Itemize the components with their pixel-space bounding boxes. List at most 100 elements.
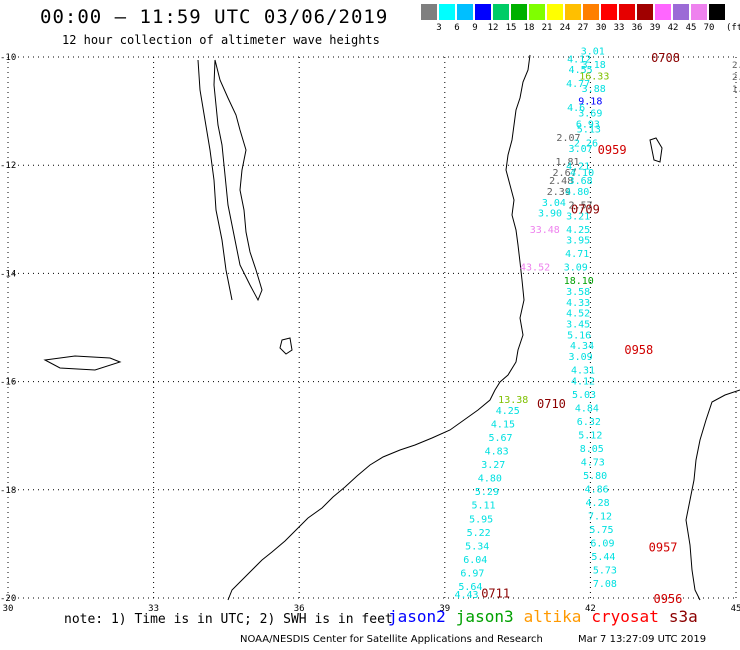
mozambique-coast — [227, 54, 531, 601]
legend-level-label: 70 — [703, 23, 715, 33]
legend-swatch — [583, 4, 599, 20]
swh-reading: 4.33 — [566, 298, 590, 309]
lake-malawi — [213, 59, 263, 302]
longitude-tick-label: 36 — [294, 604, 305, 614]
swh-reading: 3.07 — [569, 144, 593, 155]
swh-reading: 6.97 — [460, 568, 484, 579]
longitude-tick-label: 39 — [439, 604, 450, 614]
generated-timestamp: Mar 7 13:27:09 UTC 2019 — [578, 634, 707, 645]
legend-swatch — [709, 4, 725, 20]
latitude-tick-label: -18 — [0, 486, 16, 496]
swh-reading: 5.80 — [583, 471, 607, 482]
credit-line: NOAA/NESDIS Center for Satellite Applica… — [240, 634, 543, 645]
legend-swatch — [421, 4, 437, 20]
swh-reading: 8.05 — [580, 444, 604, 455]
longitude-tick-label: 45 — [731, 604, 740, 614]
swh-reading: 3.88 — [582, 84, 606, 95]
pass-time-label: 0956 — [653, 592, 682, 606]
legend-level-label: 30 — [595, 23, 607, 33]
pass-time-label: 0708 — [651, 51, 680, 65]
swh-reading: 4.12 — [567, 54, 591, 65]
legend-swatch — [691, 4, 707, 20]
legend-level-label: 9 — [472, 23, 478, 33]
swh-reading: 4.73 — [581, 457, 605, 468]
lat-lon-grid — [7, 56, 737, 599]
swh-reading: 4.34 — [570, 341, 594, 352]
edge-reading: 1.9 — [732, 85, 740, 95]
pass-time-label: 0957 — [649, 541, 678, 555]
swh-reading: 6.09 — [590, 539, 614, 550]
satellite-name: jason3 — [455, 607, 514, 626]
swh-reading: 4.77 — [566, 79, 590, 90]
swh-reading: 2.67 — [553, 168, 577, 179]
legend-level-label: 15 — [505, 23, 517, 33]
swh-reading: 4.31 — [571, 365, 595, 376]
swh-reading: 2.48 — [549, 176, 573, 187]
swh-reading: 3.21 — [566, 211, 590, 222]
legend-swatch — [457, 4, 473, 20]
pass-time-label: 0959 — [598, 143, 627, 157]
swh-reading: 4.55 — [569, 65, 593, 76]
swh-reading: 16.33 — [579, 72, 609, 83]
pass-time-label: 0958 — [624, 343, 653, 357]
swh-reading: 6.93 — [576, 119, 600, 130]
swh-reading: 9.18 — [578, 97, 602, 108]
swh-reading: 4.80 — [565, 187, 589, 198]
swh-reading: 7.08 — [593, 579, 617, 590]
swh-reading: 3.01 — [581, 46, 605, 57]
legend-swatch — [547, 4, 563, 20]
satellite-name: jason2 — [388, 607, 446, 626]
legend-swatch — [439, 4, 455, 20]
legend-swatch — [601, 4, 617, 20]
satellite-name: cryosat — [591, 607, 659, 626]
legend-swatch — [565, 4, 581, 20]
latitude-tick-label: -10 — [0, 53, 16, 63]
swh-reading: 2.39 — [547, 187, 571, 198]
legend-level-label: 24 — [559, 23, 571, 33]
legend-level-label: 45 — [685, 23, 697, 33]
swh-reading: 43.52 — [520, 263, 550, 274]
axis-tick-labels: 30 33 36 39 42 45 -10 -12 -14 -16 -18 -20 — [0, 53, 740, 614]
legend-level-label: 39 — [649, 23, 661, 33]
swh-reading: 6.32 — [577, 417, 601, 428]
swh-reading: 4.43 — [455, 590, 479, 601]
legend-swatch — [637, 4, 653, 20]
swh-reading: 5.29 — [475, 487, 499, 498]
swh-reading: 3.09 — [569, 352, 593, 363]
swh-reading: 4.83 — [485, 447, 509, 458]
swh-reading: 3.58 — [566, 287, 590, 298]
satellite-name: s3a — [668, 607, 698, 626]
latitude-tick-label: -12 — [0, 161, 16, 171]
edge-reading: 2.4 — [732, 61, 740, 71]
swh-reading: 4.15 — [491, 420, 515, 431]
pass-time-label: 0710 — [537, 397, 566, 411]
swh-reading: 2.07 — [556, 133, 580, 144]
swh-reading: 4.52 — [566, 309, 590, 320]
swh-reading: 5.34 — [465, 541, 489, 552]
lake-shore-west — [197, 59, 233, 301]
legend-swatch — [493, 4, 509, 20]
latitude-tick-label: -20 — [0, 594, 16, 604]
satellite-key: jason2 jason3 altika cryosat s3a — [388, 607, 708, 626]
swh-reading: 4.6 — [567, 103, 585, 114]
swh-reading: 5.67 — [488, 433, 512, 444]
swh-reading: 4.25 — [566, 225, 590, 236]
longitude-tick-label: 42 — [585, 604, 596, 614]
legend-swatch — [529, 4, 545, 20]
swh-reading: 3.18 — [582, 60, 606, 71]
legend-swatch — [655, 4, 671, 20]
swh-reading: 3.69 — [578, 109, 602, 120]
legend-level-label: 21 — [541, 23, 553, 33]
latitude-tick-label: -16 — [0, 378, 16, 388]
map-subtitle: 12 hour collection of altimeter wave hei… — [62, 33, 380, 47]
legend-level-label: 36 — [631, 23, 643, 33]
swh-reading: 5.12 — [578, 430, 602, 441]
swh-reading: 5.73 — [593, 566, 617, 577]
swh-reading: 4.28 — [586, 498, 610, 509]
map-title: 00:00 – 11:59 UTC 03/06/2019 — [40, 6, 389, 28]
swh-reading: 5.75 — [589, 525, 613, 536]
swh-reading: 3.68 — [569, 176, 593, 187]
legend-level-label: 27 — [577, 23, 589, 33]
swh-reading: 4.84 — [575, 403, 599, 414]
